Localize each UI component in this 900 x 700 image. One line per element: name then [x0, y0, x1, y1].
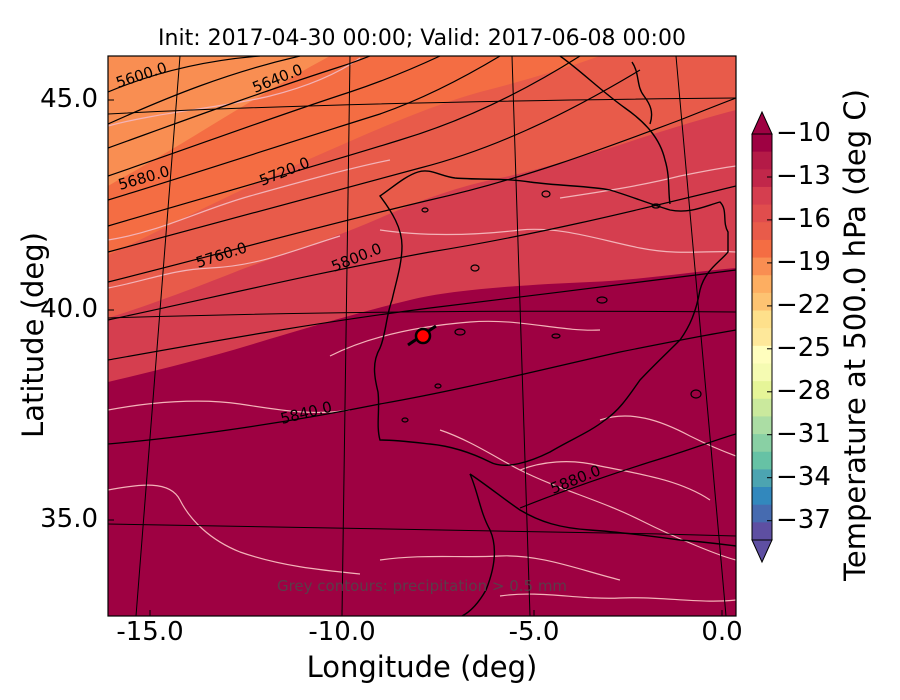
- x-tick-label: -10.0: [308, 617, 376, 647]
- colorbar-swatch: [752, 204, 772, 223]
- colorbar-swatch: [752, 434, 772, 453]
- colorbar-swatch: [752, 345, 772, 365]
- geopotential-contours: [108, 56, 736, 509]
- colorbar-extend-max: [751, 110, 773, 135]
- small-closed-contours: [401, 190, 702, 423]
- temperature-band-coolest: [108, 56, 330, 186]
- y-axis-label: Latitude (deg): [16, 232, 50, 438]
- colorbar-tick-label: −28: [776, 375, 831, 406]
- colorbar-tick-label: −10: [776, 118, 831, 148]
- colorbar-swatch: [752, 328, 772, 347]
- colorbar-tick-label: −13: [776, 161, 831, 191]
- colorbar-swatch: [752, 275, 772, 294]
- colorbar-swatch: [752, 363, 772, 382]
- colorbar-swatch: [752, 292, 772, 312]
- colorbar-tick-label: −37: [776, 504, 831, 535]
- colorbar-swatch: [752, 381, 772, 400]
- y-tick-label: 45.0: [40, 84, 98, 114]
- plot-frame: [107, 55, 737, 617]
- colorbar-tick-label: −25: [776, 332, 831, 363]
- colorbar-swatch: [752, 522, 772, 541]
- colorbar-swatch: [752, 222, 772, 241]
- precipitation-note: Grey contours: precipitation > 0.5 mm: [276, 577, 568, 595]
- x-tick-label: 0.0: [701, 617, 743, 647]
- colorbar: [751, 110, 773, 564]
- colorbar-swatch: [752, 398, 772, 418]
- colorbar-tick-label: −34: [776, 461, 831, 492]
- colorbar-swatch: [752, 451, 772, 470]
- colorbar-swatch: [752, 257, 772, 276]
- colorbar-swatch: [752, 134, 772, 153]
- north-africa-coastline: [469, 473, 736, 547]
- location-marker: [407, 324, 437, 347]
- colorbar-swatch: [752, 186, 772, 206]
- colorbar-swatch: [752, 487, 772, 506]
- chart-title: Init: 2017-04-30 00:00; Valid: 2017-06-0…: [158, 26, 686, 51]
- iberia-coastline: [373, 170, 729, 466]
- colorbar-extend-min: [751, 539, 773, 564]
- coastlines: [373, 56, 736, 616]
- x-axis-label: Longitude (deg): [306, 650, 538, 684]
- colorbar-tick-label: −31: [776, 418, 831, 449]
- colorbar-swatch: [752, 151, 772, 170]
- colorbar-swatch: [752, 469, 772, 488]
- colorbar-swatch: [752, 416, 772, 435]
- map-panel: 5600.0 5640.0 5680.0 5720.0 5760.0 5800.…: [108, 56, 736, 616]
- colorbar-swatch: [752, 504, 772, 523]
- france-coastline: [631, 61, 653, 125]
- colorbar-tick-label: −19: [776, 246, 831, 277]
- x-tick-label: -15.0: [116, 617, 184, 647]
- precipitation-contours: [108, 57, 736, 602]
- north-africa-coastline: [461, 473, 496, 616]
- colorbar-frame: [751, 133, 773, 541]
- colorbar-swatch: [752, 310, 772, 329]
- axis-ticks: [108, 99, 723, 616]
- colorbar-label: Temperature at 500.0 hPa (deg C): [838, 89, 872, 581]
- colorbar-tick-label: −16: [776, 203, 831, 234]
- y-tick-label: 35.0: [40, 504, 98, 534]
- colorbar-tick-label: −22: [776, 289, 831, 320]
- x-tick-label: -5.0: [508, 617, 560, 647]
- colorbar-swatch: [752, 239, 772, 259]
- y-tick-label: 40.0: [40, 294, 98, 324]
- france-coastline: [559, 56, 671, 205]
- colorbar-swatch: [752, 169, 772, 188]
